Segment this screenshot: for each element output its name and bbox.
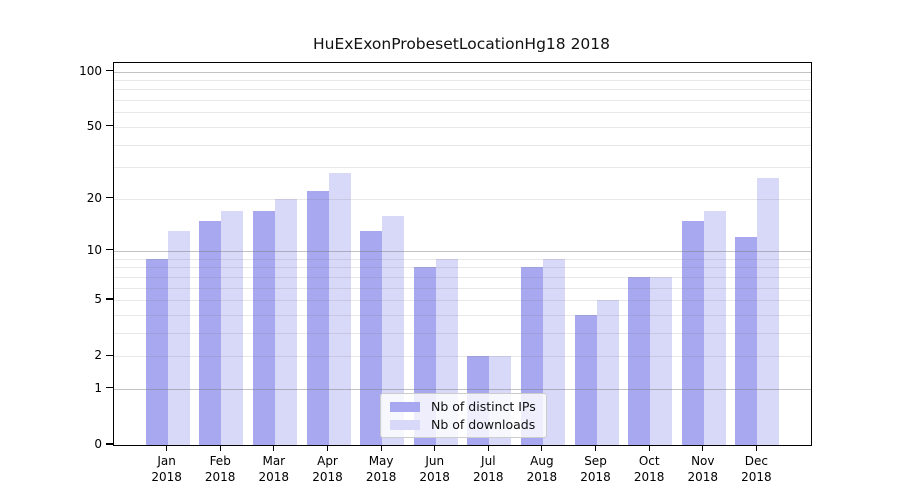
x-tick-label-oct: Oct 2018 (633, 454, 665, 484)
y-tick-mark (106, 298, 113, 300)
gridline-minor (114, 144, 811, 146)
y-tick-label: 5 (94, 292, 102, 306)
y-tick-mark (106, 125, 113, 127)
gridline-major (114, 388, 811, 391)
plot-area: Nb of distinct IPs Nb of downloads (113, 62, 812, 446)
bar-ips-may (360, 231, 383, 445)
gridline-minor (114, 89, 811, 91)
x-tick-mark (755, 445, 757, 452)
gridline-minor (114, 126, 811, 128)
bar-ips-jan (145, 258, 168, 445)
gridline-minor (114, 267, 811, 269)
y-tick-label: 100 (79, 63, 102, 78)
y-tick-mark (106, 387, 113, 389)
gridline-minor (114, 167, 811, 169)
y-tick-label: 2 (94, 348, 102, 363)
x-tick-mark (487, 445, 489, 452)
y-tick-mark (106, 354, 113, 356)
x-tick-mark (702, 445, 704, 452)
y-tick-mark (106, 197, 113, 199)
bar-downloads-nov (703, 211, 726, 445)
bar-downloads-mar (274, 198, 297, 445)
x-tick-mark (541, 445, 543, 452)
x-tick-mark (380, 445, 382, 452)
gridline-minor (114, 258, 811, 260)
bar-downloads-sep (596, 300, 619, 445)
bar-ips-oct (628, 276, 651, 445)
bar-downloads-feb (221, 211, 244, 445)
legend-swatch-downloads (390, 419, 420, 430)
x-tick-label-jul: Jul 2018 (473, 454, 504, 484)
bar-downloads-may (382, 215, 405, 445)
legend-label-downloads: Nb of downloads (431, 417, 536, 432)
y-tick-label: 20 (86, 190, 102, 205)
x-tick-mark (594, 445, 597, 452)
y-tick-label: 1 (94, 380, 102, 395)
x-tick-label-aug: Aug 2018 (526, 454, 558, 484)
bar-downloads-aug (542, 258, 565, 445)
bar-downloads-jan (167, 231, 190, 445)
y-tick-mark (106, 249, 113, 251)
y-tick-label: 0 (94, 437, 102, 451)
gridline-minor (114, 276, 811, 278)
y-tick-label: 50 (86, 118, 102, 133)
y-tick-label: 10 (86, 242, 102, 257)
x-tick-label-sep: Sep 2018 (580, 454, 611, 484)
x-tick-mark (648, 445, 650, 452)
gridline-minor (114, 356, 811, 358)
bar-ips-nov (681, 220, 704, 445)
legend-swatch-distinct-ips (390, 401, 420, 412)
x-tick-mark (273, 445, 275, 452)
y-tick-mark (106, 69, 113, 72)
gridline-minor (114, 79, 811, 81)
bar-ips-apr (306, 191, 329, 445)
gridline-minor (114, 300, 811, 301)
gridline-minor (114, 314, 811, 316)
bar-downloads-apr (328, 172, 351, 445)
bar-ips-feb (199, 220, 222, 445)
x-tick-mark (326, 445, 329, 452)
bar-ips-sep (574, 314, 597, 445)
gridline-major (114, 250, 811, 253)
chart-title: HuExExonProbesetLocationHg18 2018 (312, 35, 611, 53)
legend-label-distinct-ips: Nb of distinct IPs (431, 399, 536, 414)
bar-downloads-oct (650, 276, 673, 445)
gridline-major (114, 71, 811, 73)
x-tick-label-feb: Feb 2018 (204, 454, 236, 484)
x-tick-label-may: May 2018 (365, 454, 397, 484)
gridline-minor (114, 112, 811, 114)
gridline-minor (114, 100, 811, 101)
legend-item-downloads: Nb of downloads (390, 417, 536, 432)
bar-downloads-dec (757, 178, 780, 445)
x-tick-mark (219, 445, 221, 452)
y-tick-mark (106, 443, 113, 445)
x-tick-mark (434, 445, 436, 452)
x-tick-label-nov: Nov 2018 (687, 454, 719, 484)
x-tick-mark (166, 445, 168, 452)
gridline-minor (114, 287, 811, 289)
x-tick-label-mar: Mar 2018 (258, 454, 290, 484)
legend-item-distinct-ips: Nb of distinct IPs (390, 399, 536, 414)
x-tick-label-jun: Jun 2018 (419, 454, 450, 484)
gridline-minor (114, 332, 811, 334)
x-tick-label-apr: Apr 2018 (312, 454, 343, 484)
bar-ips-mar (252, 211, 275, 445)
x-tick-label-jan: Jan 2018 (151, 454, 182, 484)
x-tick-label-dec: Dec 2018 (741, 454, 772, 484)
bar-ips-dec (735, 237, 758, 445)
legend: Nb of distinct IPs Nb of downloads (380, 393, 547, 438)
gridline-minor (114, 198, 811, 200)
